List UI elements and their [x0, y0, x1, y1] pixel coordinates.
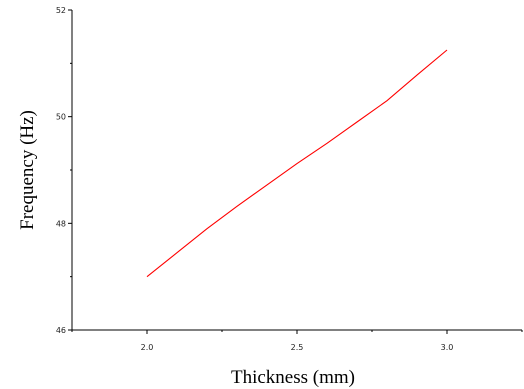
x-tick-label: 2.5: [291, 343, 304, 352]
y-tick-label: 50: [56, 113, 66, 122]
x-tick-label: 2.0: [141, 343, 154, 352]
x-tick-label: 3.0: [441, 343, 454, 352]
x-ticks: 2.0 2.5 3.0: [71, 330, 523, 352]
y-tick-label: 48: [56, 219, 66, 228]
series-line: [146, 49, 448, 278]
axes: [71, 10, 522, 331]
y-axis-title: Frequency (Hz): [17, 110, 38, 230]
x-axis-title: Thickness (mm): [231, 367, 355, 388]
series-group: [146, 49, 448, 278]
y-tick-label: 52: [56, 6, 66, 15]
y-ticks: 46 48 50 52: [56, 6, 72, 335]
y-tick-label: 46: [56, 326, 66, 335]
